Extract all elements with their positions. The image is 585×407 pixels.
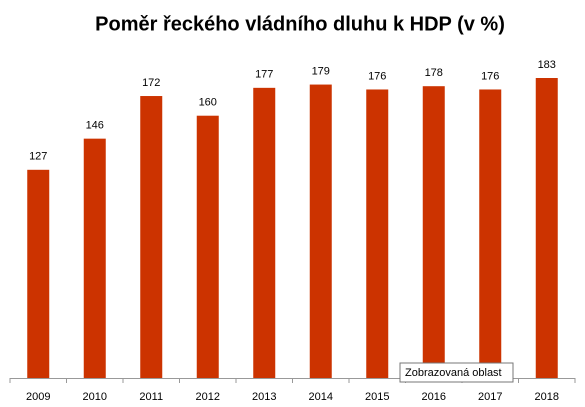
chart-title: Poměr řeckého vládního dluhu k HDP (v %) xyxy=(95,13,505,35)
bar xyxy=(309,84,332,379)
bar xyxy=(196,115,219,378)
value-label: 176 xyxy=(368,70,386,82)
x-tick-label: 2016 xyxy=(422,391,446,403)
bar xyxy=(253,87,276,379)
bar xyxy=(140,96,163,379)
x-tick-label: 2015 xyxy=(365,391,389,403)
value-label: 176 xyxy=(481,70,499,82)
value-label: 160 xyxy=(199,97,217,109)
x-tick-label: 2009 xyxy=(26,391,50,403)
value-label: 127 xyxy=(29,151,47,163)
value-label: 146 xyxy=(86,120,104,132)
bar xyxy=(422,86,445,379)
x-tick-label: 2012 xyxy=(196,391,220,403)
tooltip: Zobrazovaná oblast xyxy=(405,367,502,379)
value-label: 172 xyxy=(142,77,160,89)
value-label: 178 xyxy=(425,67,443,79)
value-label: 179 xyxy=(312,65,330,77)
bar xyxy=(366,89,389,379)
x-tick-label: 2018 xyxy=(535,391,559,403)
bar xyxy=(479,89,502,379)
x-tick-label: 2010 xyxy=(83,391,107,403)
x-tick-label: 2017 xyxy=(478,391,502,403)
bar xyxy=(535,78,558,378)
x-tick-label: 2011 xyxy=(139,391,163,403)
bar xyxy=(27,169,50,378)
tooltip-box xyxy=(399,362,514,383)
x-tick-label: 2014 xyxy=(309,391,333,403)
value-label: 177 xyxy=(255,69,273,81)
value-label: 183 xyxy=(538,59,556,71)
bar xyxy=(83,138,106,378)
x-tick-label: 2013 xyxy=(252,391,276,403)
